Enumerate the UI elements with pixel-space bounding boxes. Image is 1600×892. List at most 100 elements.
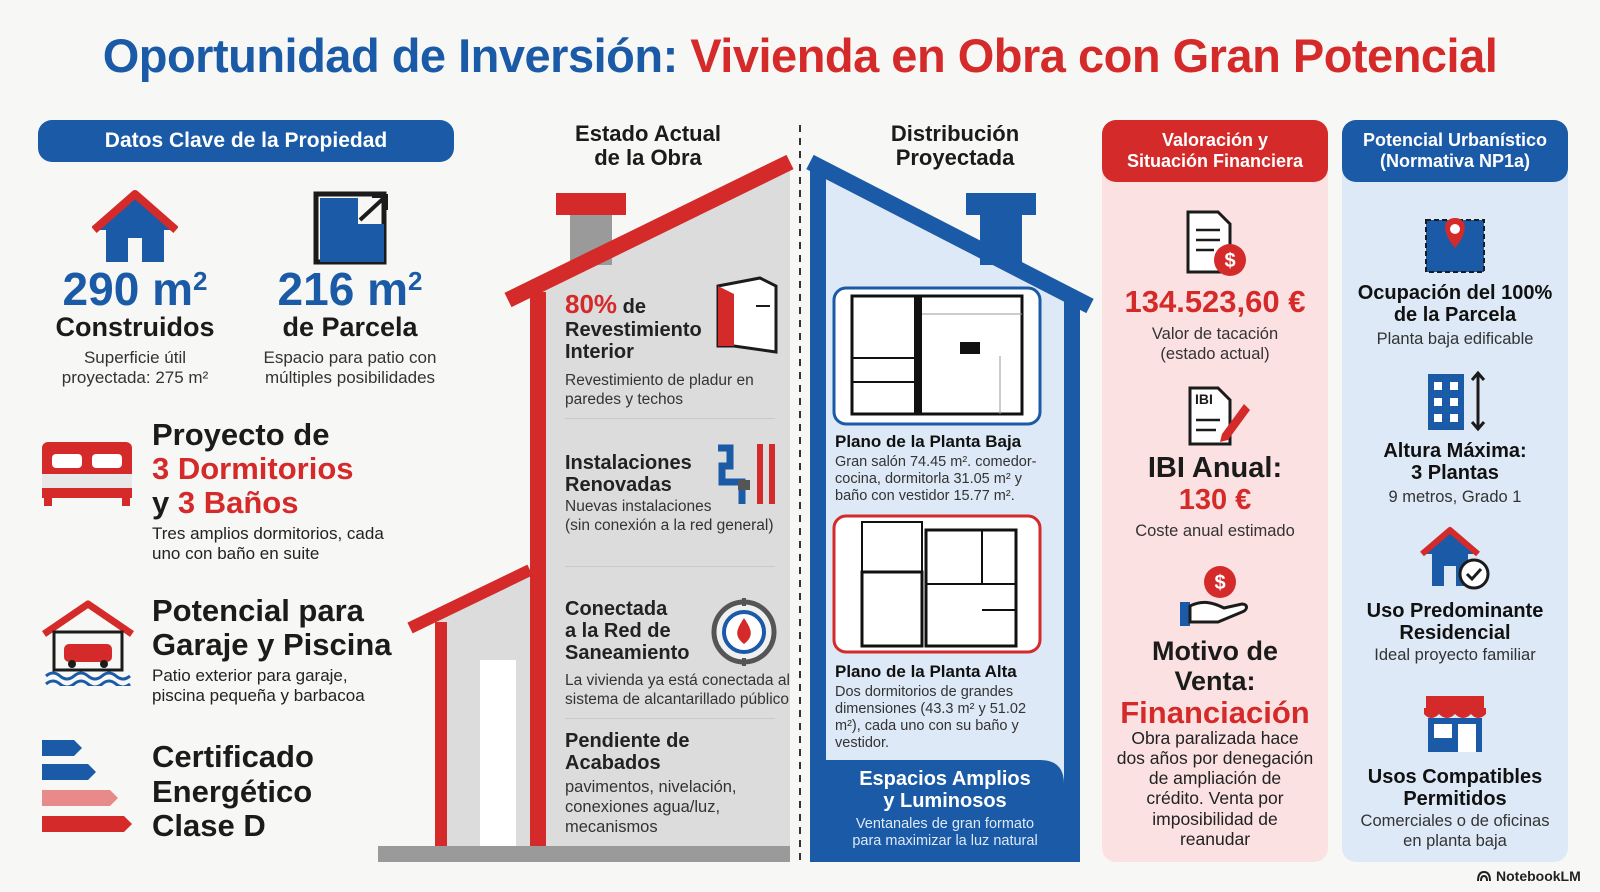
feature-sewer: Conectada a la Red de Saneamiento	[565, 598, 689, 664]
install-title-2: Renovadas	[565, 474, 672, 496]
left-roof	[504, 154, 794, 308]
pending-title-1: Pendiente de	[565, 730, 690, 752]
height-title: Altura Máxima: 3 Plantas	[1342, 440, 1568, 484]
rooms-line-1: Proyecto de	[152, 417, 330, 452]
urban-column-bg	[1342, 122, 1568, 862]
garage-line-1: Potencial para	[152, 593, 364, 628]
rooms-desc-2: uno con baño en suite	[152, 544, 320, 564]
pending-desc-2: conexiones agua/luz,	[565, 797, 721, 816]
spacious-desc-1: Ventanales de gran formato	[855, 816, 1035, 832]
motive-desc-4: crédito. Venta por	[1146, 788, 1284, 809]
upper-plan-title: Plano de la Planta Alta	[835, 662, 1017, 681]
rooms-line-2: 3 Dormitorios	[152, 451, 354, 487]
install-title-1: Instalaciones	[565, 452, 692, 474]
built-area-value: 290 m2	[40, 262, 230, 316]
built-label: Construidos	[55, 312, 215, 342]
energy-rating-icon	[42, 740, 132, 832]
occupation-title-2: de la Parcela	[1393, 304, 1517, 326]
install-desc-1: Nuevas instalaciones	[565, 498, 712, 515]
ibi-value: 130 €	[1178, 484, 1252, 517]
compatible-desc-1: Comerciales o de oficinas	[1360, 812, 1550, 830]
urban-header: Potencial Urbanístico (Normativa NP1a)	[1342, 120, 1568, 182]
finance-header: Valoración y Situación Financiera	[1102, 120, 1328, 182]
finance-header-1: Valoración y	[1161, 130, 1269, 151]
separator	[565, 718, 775, 719]
sewer-title-1: Conectada	[565, 598, 668, 620]
ground-desc-2: cocina, dormitorla 31.05 m² y	[835, 470, 1022, 487]
energy-line-3: Clase D	[152, 808, 266, 844]
garage-desc: Patio exterior para garaje, piscina peque…	[152, 666, 365, 707]
valuation-desc-1: Valor de tacación	[1151, 325, 1279, 343]
urban-header-1: Potencial Urbanístico	[1362, 130, 1548, 151]
residential-title: Uso Predominante Residencial	[1342, 600, 1568, 644]
brand-name: NotebookLM	[1496, 868, 1581, 884]
upper-floor-plan-image	[832, 514, 1042, 654]
brand-footer: NotebookLM	[1476, 868, 1581, 884]
plot-desc-1: Espacio para patio con	[263, 348, 437, 367]
storefront-icon	[1424, 696, 1486, 752]
compatible-title: Usos Compatibles Permitidos	[1342, 766, 1568, 810]
plot-label: de Parcela	[282, 312, 418, 342]
pending-desc-1: pavimentos, nivelación,	[565, 778, 737, 796]
bed-icon	[42, 442, 132, 506]
occupation-title-1: Ocupación del 100%	[1357, 282, 1553, 304]
occupation-title: Ocupación del 100% de la Parcela	[1342, 282, 1568, 326]
drywall-desc-1: Revestimiento de pladur en	[565, 372, 754, 389]
drywall-desc: Revestimiento de pladur en paredes y tech…	[565, 372, 775, 409]
ground-floor-plan-image	[832, 286, 1042, 426]
install-desc: Nuevas instalaciones (sin conexión a la r…	[565, 498, 780, 535]
spacious-banner: Espacios Amplios y Luminosos Ventanales …	[826, 768, 1064, 851]
bottom-banner-bg	[826, 760, 1064, 862]
plot-desc: Espacio para patio con múltiples posibili…	[240, 348, 460, 389]
sale-motive: Motivo de Venta: Financiación	[1102, 636, 1328, 731]
money-hand-icon: $	[1180, 566, 1248, 626]
rooms-title: Proyecto de 3 Dormitorios y 3 Baños	[152, 417, 354, 521]
current-header-1: Estado Actual	[575, 121, 721, 146]
ground-plan-desc: Gran salón 74.45 m². comedor-cocina, dor…	[835, 454, 1036, 505]
built-desc: Superficie útil proyectada: 275 m²	[30, 348, 240, 389]
current-header: Estado Actual de la Obra	[548, 121, 748, 170]
house-icon	[92, 190, 178, 262]
rooms-desc-1: Tres amplios dormitorios, cada	[152, 524, 384, 543]
drywall-title-1: de	[617, 296, 646, 318]
upper-desc-2: dimensiones (43.3 m² y 51.02	[835, 700, 1027, 717]
ibi-document-icon: IBI	[1186, 386, 1250, 448]
garage-icon	[42, 600, 134, 686]
right-house-edge-right	[1064, 300, 1080, 862]
upper-desc-1: Dos dormitorios de grandes	[835, 684, 1014, 700]
rooms-line-3b: 3 Baños	[177, 485, 299, 521]
projected-header-1: Distribución	[890, 121, 1020, 146]
ibi-badge: IBI	[1195, 391, 1213, 407]
ground-plan-title: Plano de la Planta Baja	[835, 432, 1022, 451]
building-height-icon	[1428, 370, 1486, 432]
drywall-panel-icon	[716, 276, 778, 354]
valuation-desc: Valor de tacación (estado actual)	[1102, 325, 1328, 365]
motive-desc-6: reanudar	[1179, 828, 1251, 849]
svg-text:$: $	[1224, 250, 1235, 272]
chimney-right-cap	[966, 193, 1036, 215]
upper-plan-desc: Dos dormitorios de grandes dimensiones (4…	[835, 684, 1026, 752]
left-header: Datos Clave de la Propiedad	[38, 120, 454, 162]
energy-line-1: Certificado	[152, 739, 314, 774]
motive-line-3: Financiación	[1120, 695, 1310, 731]
residential-check-icon	[1420, 527, 1490, 590]
sewer-desc-2: sistema de alcantarillado público	[565, 690, 790, 708]
plot-area-icon	[313, 191, 388, 265]
energy-line-2: Energético	[152, 773, 313, 809]
spacious-title-2: y Luminosos	[883, 790, 1007, 812]
drywall-desc-2: paredes y techos	[565, 390, 684, 408]
map-pin-icon	[1425, 218, 1485, 273]
feature-drywall: 80% de Revestimiento Interior	[565, 290, 715, 363]
plot-area-number: 216 m	[277, 263, 408, 315]
compatible-title-2: Permitidos	[1403, 788, 1507, 810]
sewer-desc: La vivienda ya está conectada al sistema …	[565, 672, 790, 709]
plot-area-unit: 2	[407, 266, 423, 296]
upper-desc-3: m²), cada uno con su baño y	[835, 717, 1019, 734]
motive-desc-2: dos años por denegación	[1116, 748, 1314, 769]
valuation-price: 134.523,60 €	[1124, 284, 1306, 319]
compatible-desc-2: en planta baja	[1403, 831, 1507, 850]
drywall-percent: 80%	[565, 289, 618, 319]
right-roof	[806, 154, 1094, 314]
notebooklm-logo-icon	[1477, 870, 1491, 882]
residential-desc: Ideal proyecto familiar	[1374, 646, 1536, 664]
